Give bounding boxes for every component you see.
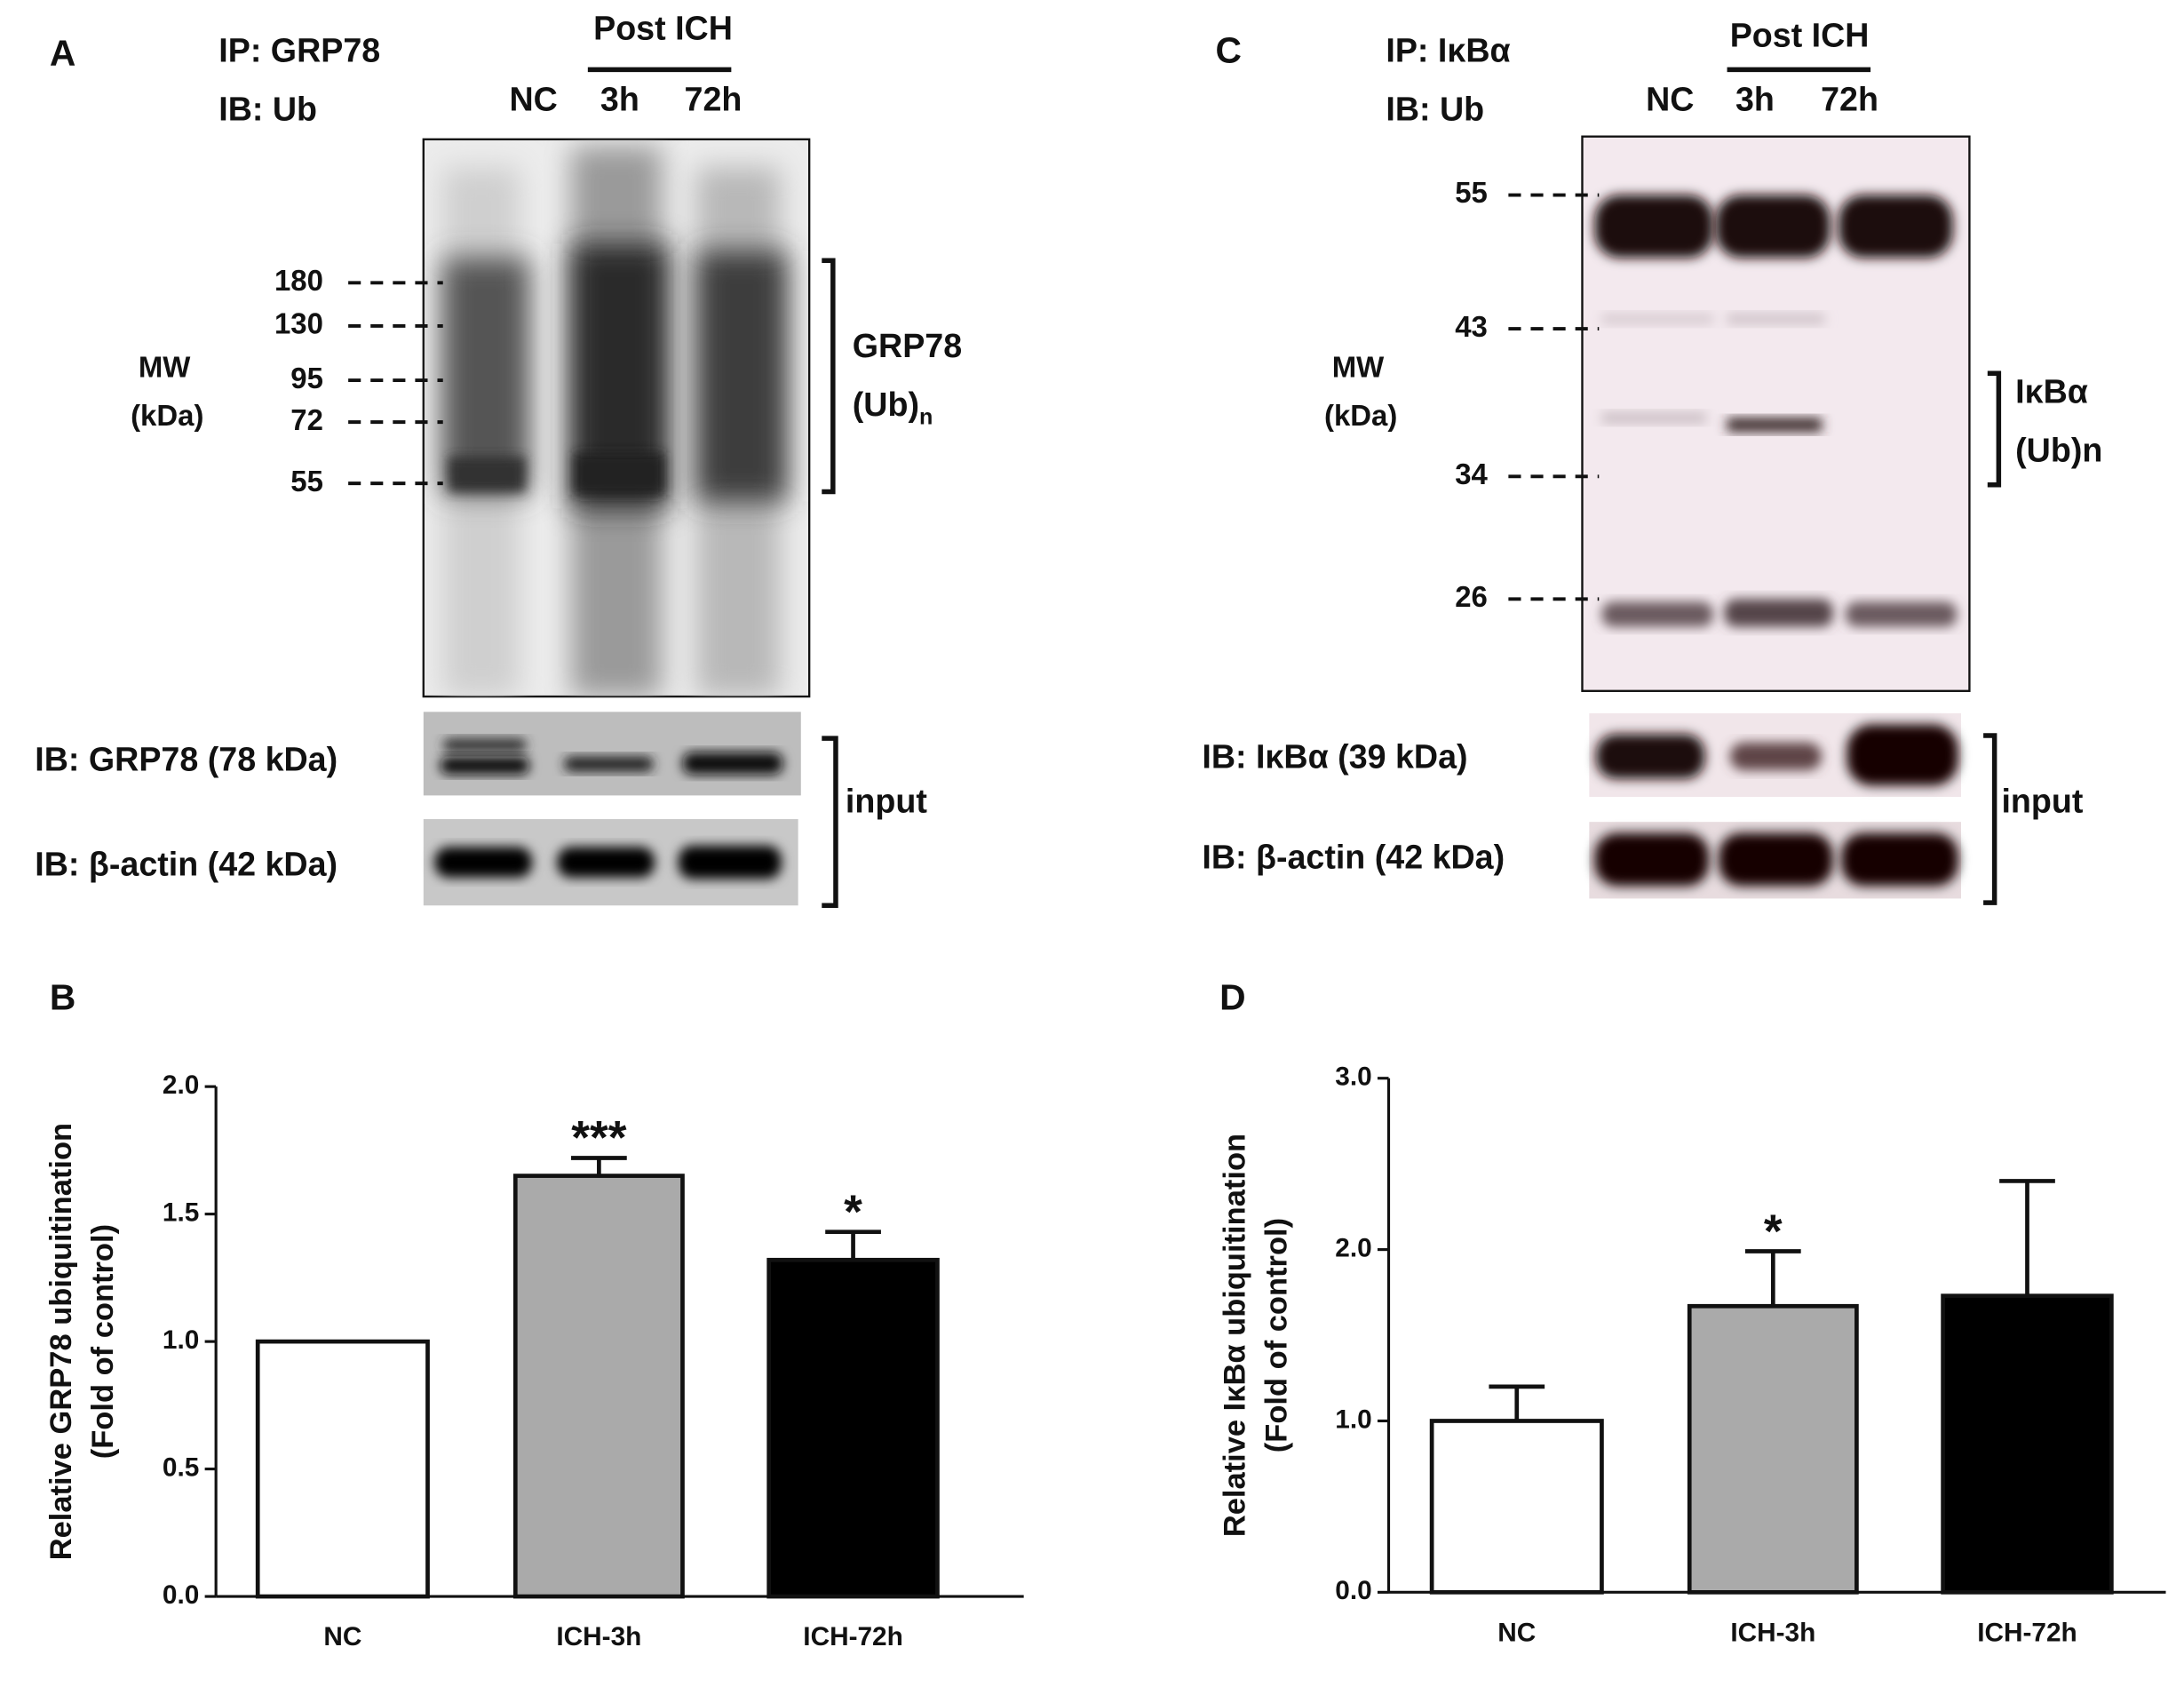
y-tick-label: 3.0	[1335, 1062, 1371, 1092]
y-axis-label: (Fold of control)	[1260, 1218, 1294, 1452]
y-tick-label: 0.0	[163, 1580, 199, 1610]
bracket-label: GRP78	[853, 327, 962, 364]
mw-marker: 180	[274, 264, 323, 297]
panel-label: C	[1215, 29, 1241, 70]
lane-label: NC	[1646, 80, 1694, 117]
blot-c	[1581, 67, 2002, 905]
input-label: input	[2001, 783, 2083, 820]
post-label: Post ICH	[1730, 16, 1870, 53]
x-tick-label: NC	[323, 1622, 361, 1651]
blot-a	[422, 67, 838, 909]
input-row-label: IB: IκBα (39 kDa)	[1202, 738, 1467, 776]
bracket-label: IκBα	[2015, 373, 2088, 410]
y-tick-label: 0.0	[1335, 1576, 1371, 1605]
panel-label: D	[1219, 977, 1245, 1018]
x-tick-label: NC	[1497, 1618, 1536, 1647]
lane-label: 3h	[600, 80, 639, 117]
y-tick-label: 1.0	[1335, 1405, 1371, 1434]
x-tick-label: ICH-72h	[803, 1622, 903, 1651]
y-tick-label: 2.0	[1335, 1233, 1371, 1262]
lane-label: 72h	[685, 80, 743, 117]
lane-label: 3h	[1735, 80, 1775, 117]
x-tick-label: ICH-72h	[1977, 1618, 2077, 1647]
y-axis-label: (Fold of control)	[86, 1224, 120, 1459]
y-tick-label: 1.5	[163, 1198, 199, 1227]
mw-marker: 95	[290, 362, 323, 394]
mw-marker: 34	[1455, 458, 1488, 490]
mw-title: MW	[139, 350, 191, 383]
y-axis-label: Relative IκBα ubiquitination	[1219, 1134, 1252, 1537]
bar	[766, 1257, 940, 1599]
bracket-subscript: n	[919, 404, 933, 429]
bar	[512, 1174, 685, 1599]
y-tick-label: 2.0	[163, 1070, 199, 1100]
mw-marker: 55	[1455, 176, 1488, 209]
bar	[1429, 1419, 1604, 1595]
input-row-label: IB: GRP78 (78 kDa)	[35, 741, 338, 778]
mw-marker: 72	[290, 403, 323, 436]
mw-marker: 130	[274, 307, 323, 340]
bracket-label: (Ub)n	[2015, 432, 2102, 469]
ib-label: IB: Ub	[1386, 90, 1484, 127]
significance: *	[844, 1186, 862, 1238]
input-row-label: IB: β-actin (42 kDa)	[35, 845, 338, 882]
mw-title: (kDa)	[131, 399, 203, 432]
bar	[1941, 1293, 2114, 1595]
mw-title: (kDa)	[1324, 399, 1397, 432]
panel-label: B	[50, 977, 75, 1018]
mw-marker: 26	[1455, 580, 1488, 613]
input-label: input	[846, 783, 927, 820]
bracket-label: (Ub)	[853, 386, 919, 423]
panel-label: A	[50, 32, 75, 73]
post-label: Post ICH	[593, 9, 733, 46]
significance: ***	[571, 1112, 626, 1165]
lane-label: NC	[510, 80, 558, 117]
input-row-label: IB: β-actin (42 kDa)	[1202, 838, 1505, 875]
bar	[1687, 1303, 1859, 1595]
y-tick-label: 1.0	[163, 1325, 199, 1355]
ip-label: IP: GRP78	[218, 32, 380, 69]
ib-label: IB: Ub	[218, 90, 317, 127]
y-axis-label: Relative GRP78 ubiquitination	[44, 1123, 78, 1560]
bracket-label: (Ub)n	[853, 386, 933, 429]
mw-marker: 43	[1455, 310, 1488, 343]
x-tick-label: ICH-3h	[1730, 1618, 1815, 1647]
mw-title: MW	[1332, 350, 1385, 383]
ip-label: IP: IκBα	[1386, 32, 1510, 69]
bar	[255, 1339, 430, 1599]
lane-label: 72h	[1821, 80, 1878, 117]
mw-marker: 55	[290, 465, 323, 497]
x-tick-label: ICH-3h	[556, 1622, 641, 1651]
significance: *	[1764, 1206, 1783, 1258]
y-tick-label: 0.5	[163, 1452, 199, 1482]
